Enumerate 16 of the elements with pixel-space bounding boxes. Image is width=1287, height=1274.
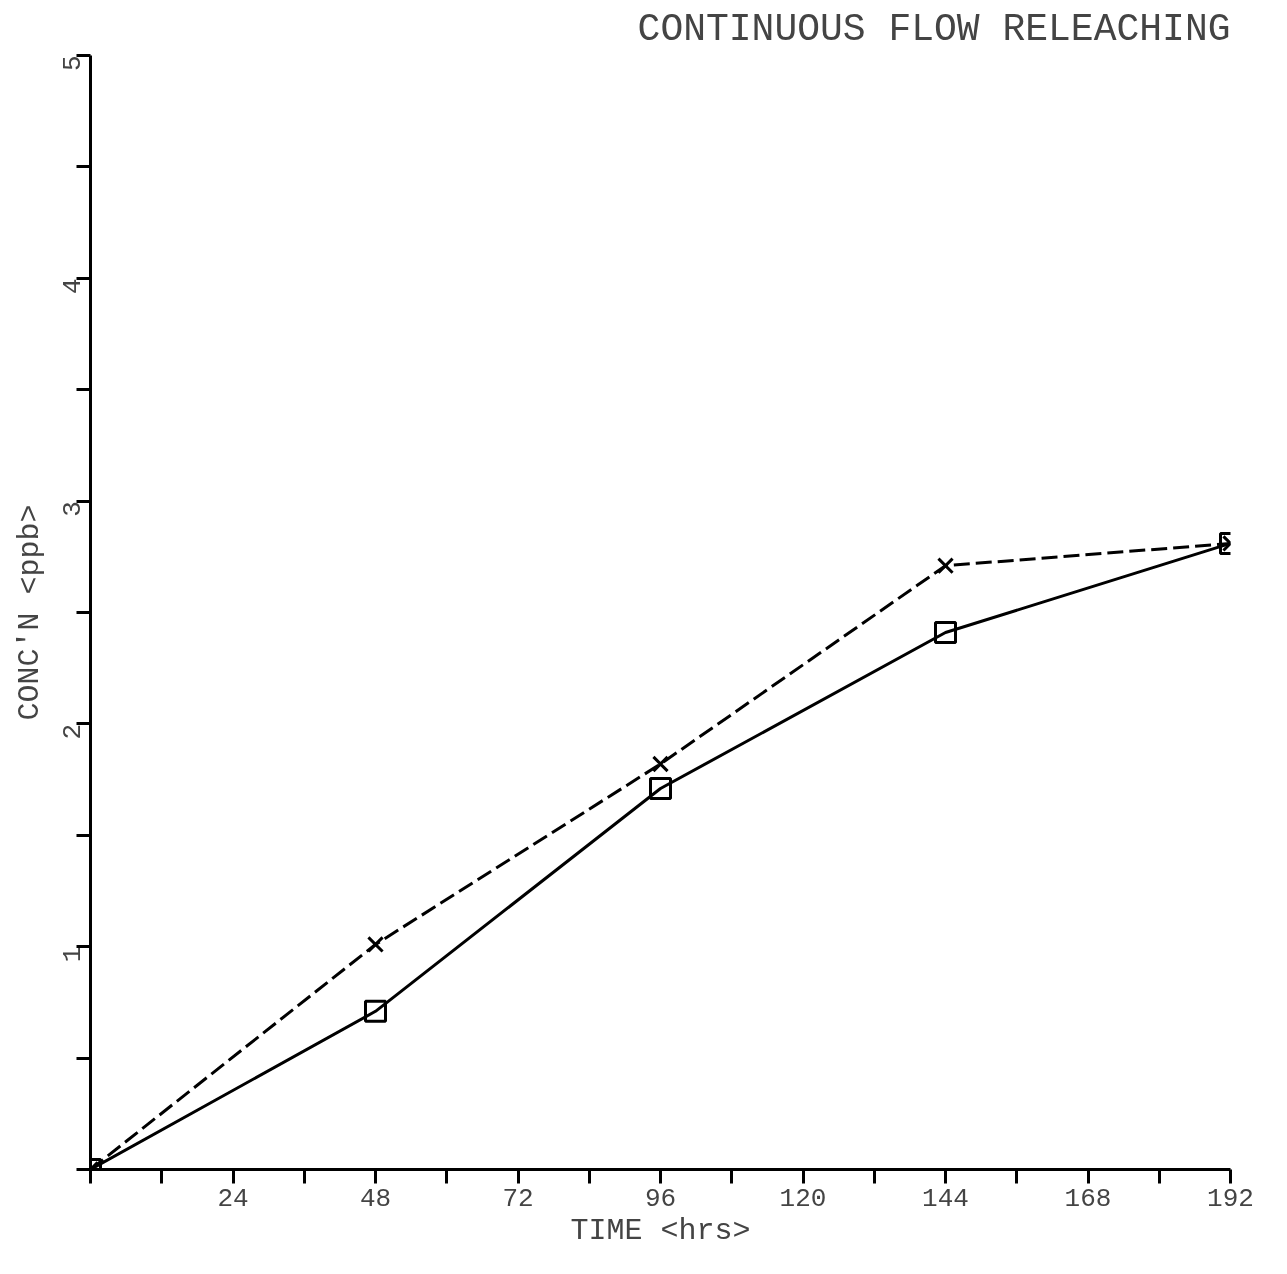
x-tick-label: 48 <box>359 1183 392 1214</box>
x-tick-label: 168 <box>1064 1183 1112 1214</box>
x-tick-label: 72 <box>502 1183 534 1214</box>
y-tick-label: 5 <box>58 55 88 72</box>
y-tick-label: 1 <box>58 946 88 963</box>
x-tick-label: 24 <box>217 1183 249 1214</box>
x-tick-label: 144 <box>922 1183 969 1214</box>
y-tick-label: 4 <box>58 278 88 294</box>
x-axis-title: TIME <hrs> <box>570 1213 751 1248</box>
x-tick-label: 96 <box>644 1183 677 1214</box>
y-tick-label: 3 <box>58 501 88 517</box>
x-tick-label: 120 <box>779 1183 827 1214</box>
y-axis-title: CONC'N <ppb> <box>12 504 47 721</box>
y-tick-label: 2 <box>58 723 88 740</box>
x-tick-label: 192 <box>1207 1183 1254 1214</box>
chart-title: CONTINUOUS FLOW RELEACHING <box>637 7 1231 51</box>
